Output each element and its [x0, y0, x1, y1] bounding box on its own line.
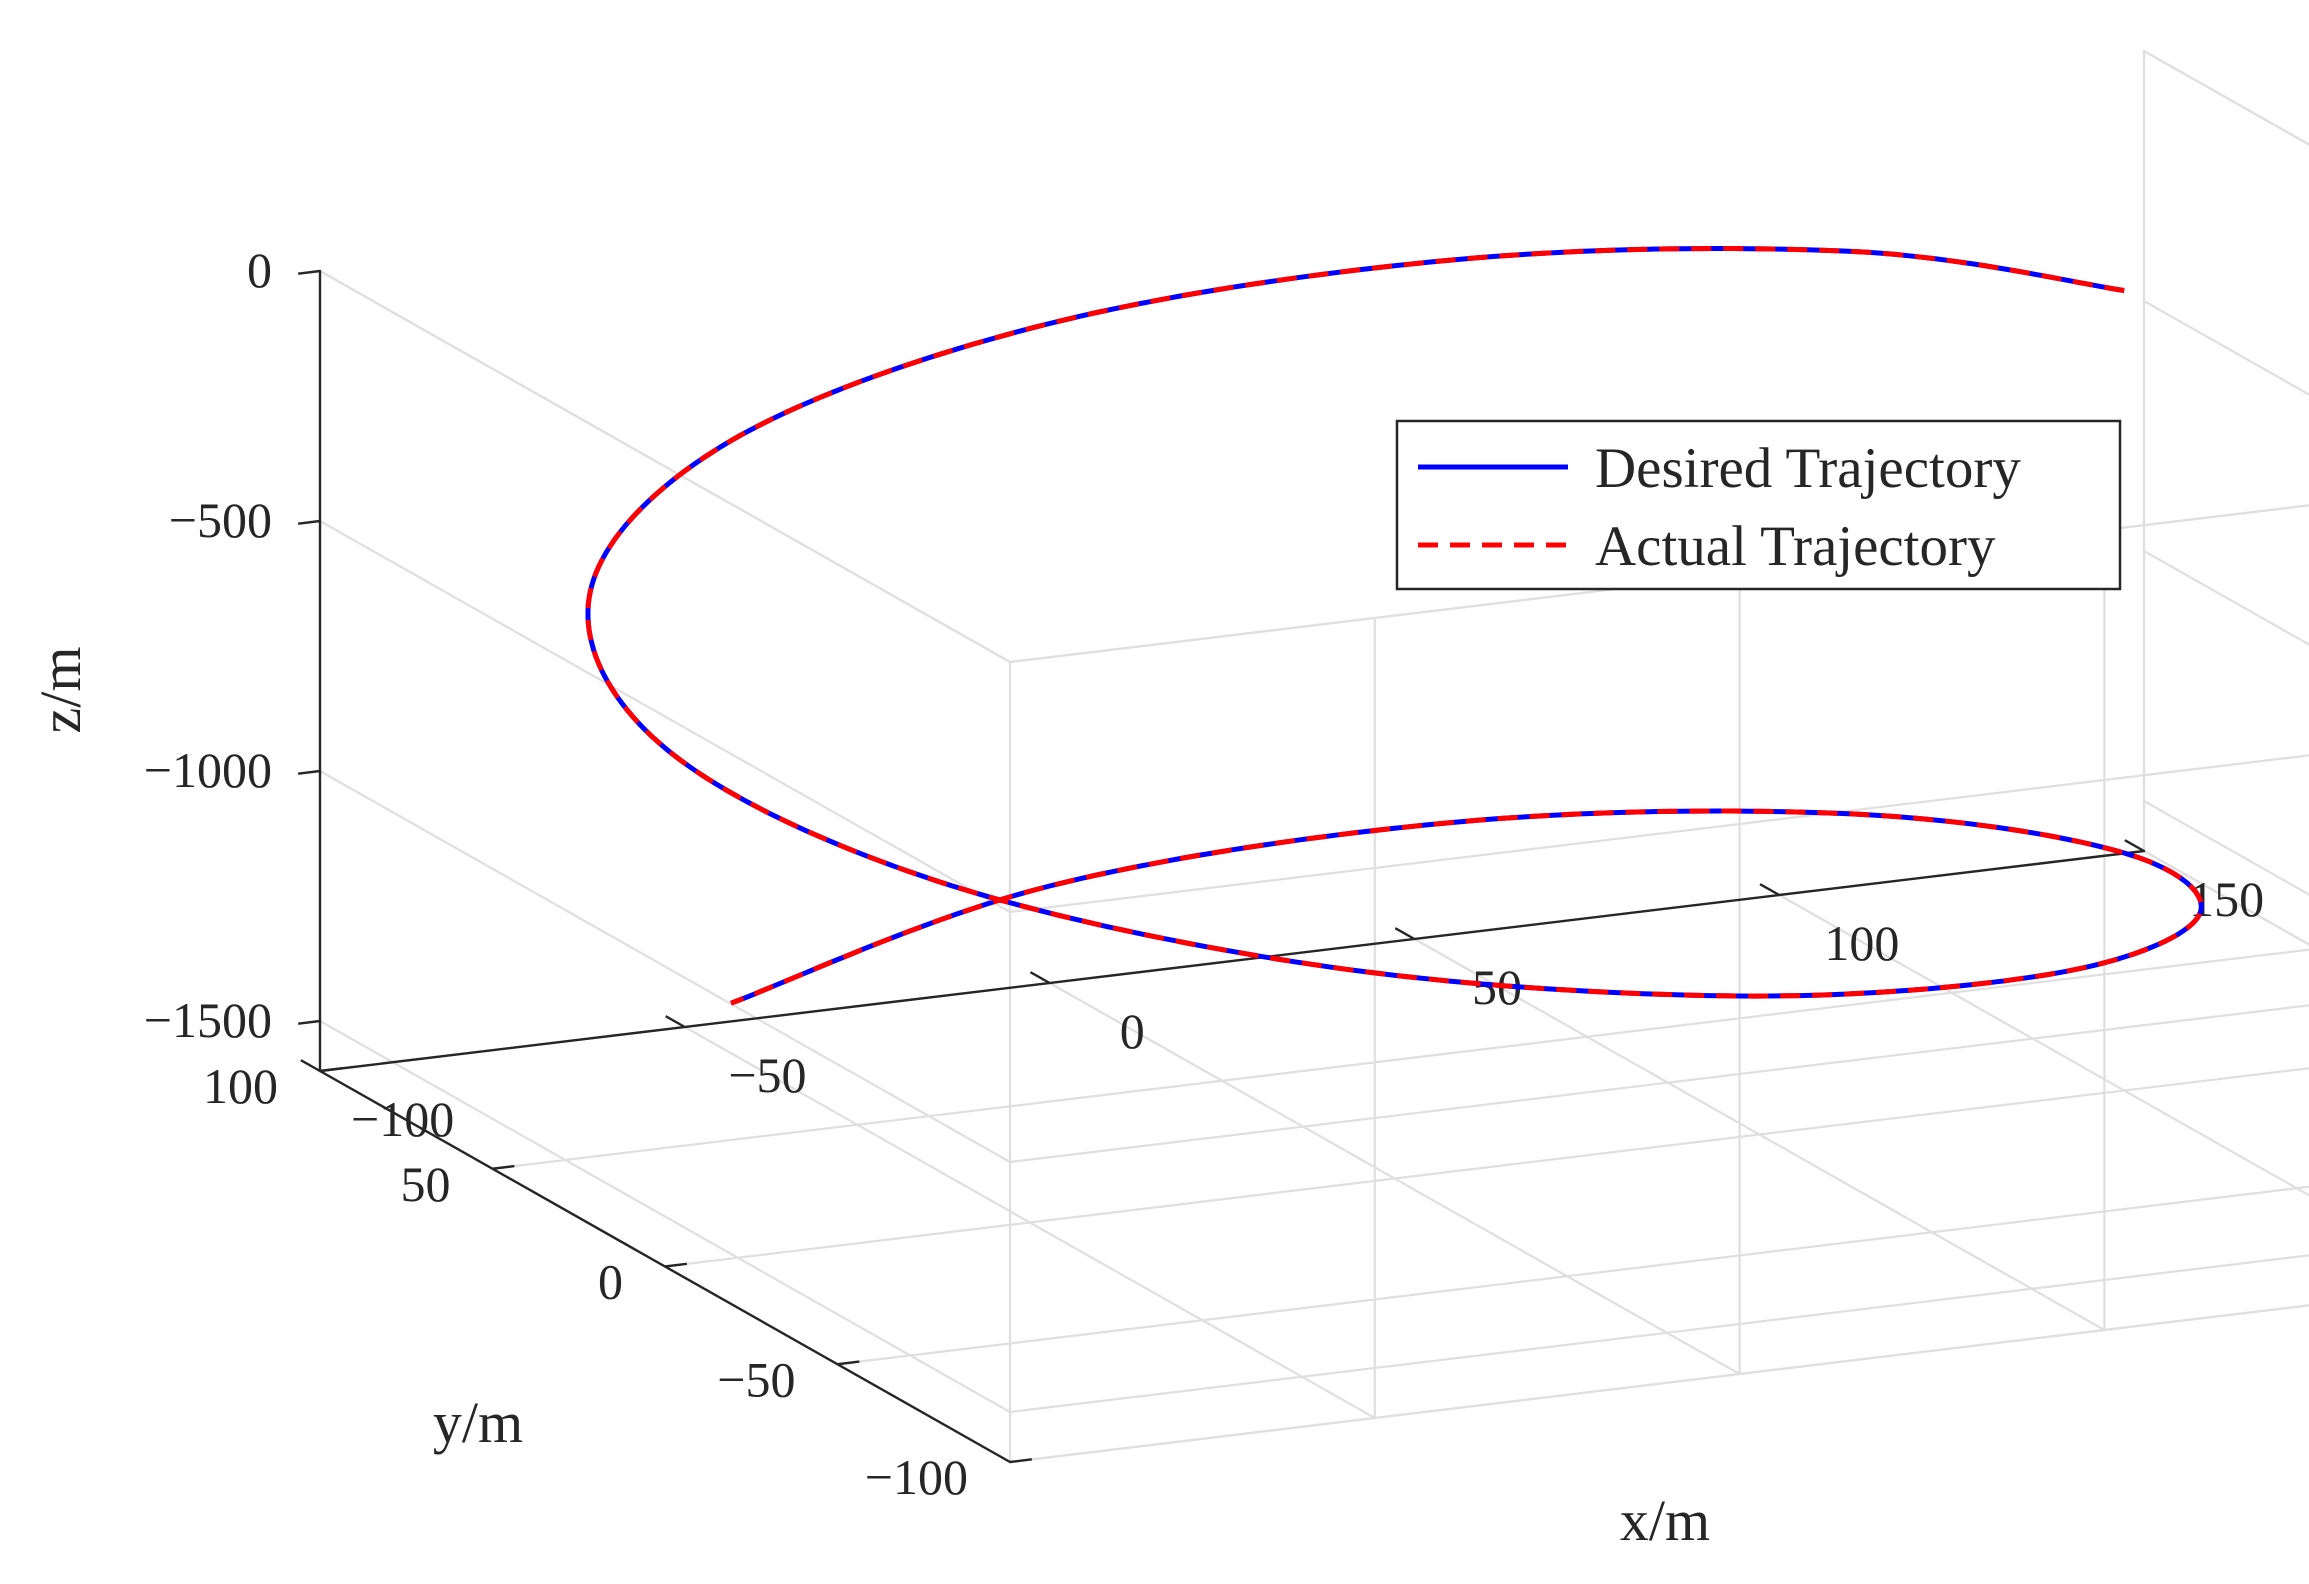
y-tick-label: 100: [203, 1058, 278, 1114]
grid-line-z: [2142, 49, 2309, 146]
y-axis-title: y/m: [433, 1390, 523, 1455]
y-tick: [492, 1164, 515, 1170]
x-axis-title: x/m: [1620, 1488, 1710, 1553]
grid-line-z: [318, 269, 1012, 664]
z-tick: [298, 1019, 321, 1025]
grid-line-z: [318, 519, 1012, 914]
y-tick-label: −50: [717, 1351, 795, 1407]
grid-line-z: [318, 769, 1012, 1164]
y-tick-label: 0: [598, 1254, 623, 1310]
z-tick: [298, 769, 321, 775]
box-edge: [2142, 49, 2309, 146]
grid-line-z: [2142, 799, 2309, 896]
grid-line-z: [2142, 549, 2309, 646]
x-tick-label: 0: [1120, 1003, 1145, 1059]
grid-line-z: [2142, 299, 2309, 396]
box-edge: [1008, 1304, 2309, 1464]
x-tick-label: −100: [351, 1091, 454, 1147]
grid-line-y: [491, 948, 2309, 1170]
x-tick: [1759, 883, 1780, 897]
legend-label-desired: Desired Trajectory: [1595, 437, 2021, 500]
y-tick: [837, 1360, 860, 1366]
series-line-actual: [585, 246, 2204, 1006]
grid-line-z: [318, 1019, 1012, 1414]
grid-line-z: [1008, 754, 2309, 914]
grid-line-z: [1008, 1254, 2309, 1414]
grid-layer: [318, 49, 2309, 1464]
series-line-desired: [585, 246, 2204, 1006]
grid-line-y: [836, 1185, 2309, 1366]
x-tick-label: −50: [728, 1047, 806, 1103]
z-tick-label: 0: [247, 242, 272, 298]
curve-layer: [585, 246, 2204, 1006]
z-tick: [298, 269, 321, 275]
legend: Desired Trajectory Actual Trajectory: [1395, 419, 2122, 591]
x-tick-label: 100: [1824, 915, 1899, 971]
z-tick-label: −500: [169, 492, 272, 548]
y-tick: [1009, 1458, 1032, 1464]
z-axis-title: z/m: [28, 647, 93, 734]
x-tick: [300, 1059, 321, 1073]
grid-line-y: [1008, 1304, 2309, 1464]
legend-box: [1395, 419, 2122, 591]
z-tick: [298, 519, 321, 525]
x-tick: [665, 1015, 686, 1029]
z-tick-label: −1500: [144, 992, 272, 1048]
grid-line-z: [1008, 1004, 2309, 1164]
grid-line-x: [2142, 849, 2309, 946]
y-tick-label: 50: [401, 1156, 451, 1212]
x-axis-line: [318, 849, 2146, 1073]
z-tick-label: −1000: [144, 742, 272, 798]
y-tick-label: −100: [865, 1449, 968, 1505]
y-tick: [319, 1067, 342, 1073]
x-tick: [2124, 839, 2145, 853]
grid-line-y: [663, 1067, 2309, 1268]
axes-layer: −100−50050100150−100−50050100−1500−1000−…: [144, 242, 2264, 1505]
legend-label-actual: Actual Trajectory: [1595, 515, 1996, 578]
x-tick: [1394, 927, 1415, 941]
x-tick: [1029, 971, 1051, 985]
y-tick: [664, 1262, 687, 1268]
